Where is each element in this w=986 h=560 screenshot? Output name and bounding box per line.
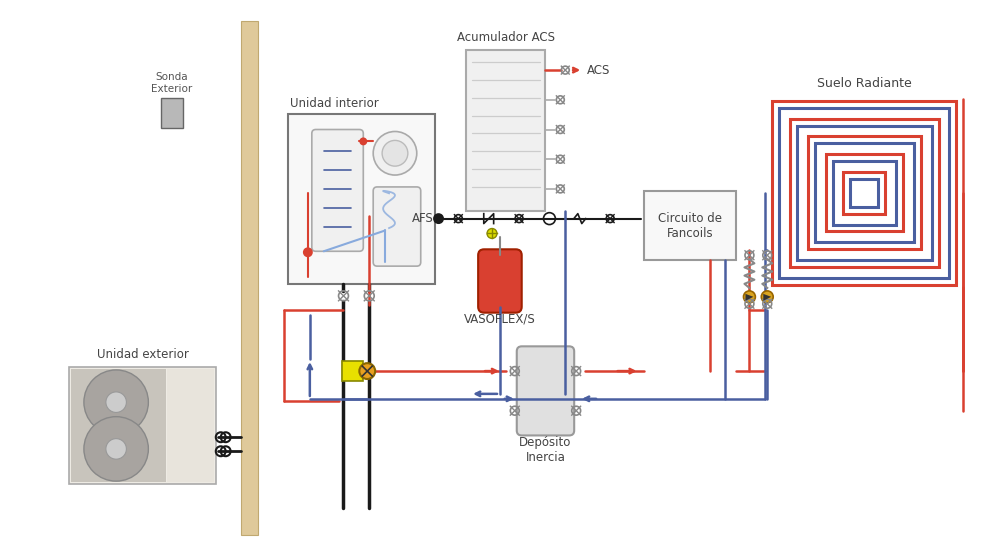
Bar [808, 137, 921, 249]
Bar [241, 21, 258, 535]
Circle shape [761, 291, 773, 303]
Circle shape [433, 213, 444, 224]
Text: Circuito de
Fancoils: Circuito de Fancoils [658, 212, 722, 240]
Bar [797, 125, 932, 260]
Bar [69, 367, 216, 484]
Text: Sonda
Exterior: Sonda Exterior [151, 72, 192, 94]
Bar [790, 119, 939, 267]
Bar [825, 154, 903, 231]
Text: Suelo Radiante: Suelo Radiante [817, 77, 912, 90]
Bar [843, 172, 885, 214]
FancyBboxPatch shape [373, 187, 421, 266]
Bar [645, 191, 736, 260]
Circle shape [84, 370, 148, 435]
Text: ACS: ACS [587, 64, 610, 77]
Circle shape [373, 132, 417, 175]
Circle shape [359, 137, 367, 146]
Bar [341, 361, 363, 381]
Bar [814, 143, 914, 242]
Text: Depósito
Inercia: Depósito Inercia [520, 436, 572, 464]
Bar [168, 369, 214, 482]
Text: Unidad exterior: Unidad exterior [97, 348, 188, 361]
Text: AFS: AFS [412, 212, 434, 225]
Circle shape [106, 392, 126, 412]
Polygon shape [763, 294, 771, 301]
Bar [772, 101, 956, 285]
Circle shape [383, 141, 408, 166]
Circle shape [743, 291, 755, 303]
Circle shape [359, 363, 376, 379]
Bar [288, 114, 435, 284]
Bar [850, 179, 879, 207]
Bar [466, 50, 545, 211]
Polygon shape [745, 294, 753, 301]
FancyBboxPatch shape [312, 129, 363, 251]
FancyBboxPatch shape [517, 346, 574, 436]
Text: Acumulador ACS: Acumulador ACS [457, 31, 555, 44]
Bar [779, 108, 950, 278]
Bar [162, 98, 183, 128]
FancyBboxPatch shape [478, 249, 522, 312]
Bar [71, 369, 167, 482]
Circle shape [106, 438, 126, 459]
Text: VASOFLEX/S: VASOFLEX/S [464, 312, 535, 326]
Text: Unidad interior: Unidad interior [290, 97, 379, 110]
Bar [832, 161, 896, 225]
Circle shape [303, 248, 313, 257]
Circle shape [84, 417, 148, 481]
Circle shape [487, 228, 497, 239]
